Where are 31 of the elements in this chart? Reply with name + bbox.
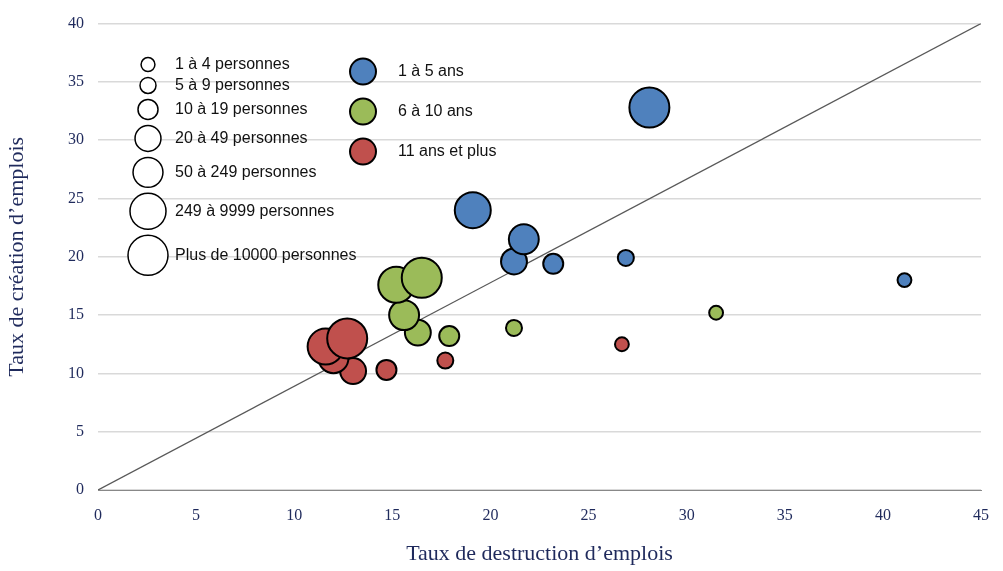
y-tick-label: 10 bbox=[68, 363, 84, 381]
x-tick-label: 0 bbox=[94, 505, 102, 523]
legend-label: 1 à 4 personnes bbox=[175, 54, 290, 72]
legend-label: 50 à 249 personnes bbox=[175, 162, 317, 180]
legend-label: Plus de 10000 personnes bbox=[175, 245, 357, 263]
x-tick-label: 40 bbox=[874, 505, 891, 523]
x-tick-label: 35 bbox=[776, 505, 793, 523]
y-tick-label: 40 bbox=[68, 13, 84, 31]
legend-label: 6 à 10 ans bbox=[398, 102, 473, 120]
x-tick-label: 15 bbox=[384, 505, 401, 523]
y-tick-label: 0 bbox=[76, 480, 84, 498]
x-tick-label: 25 bbox=[580, 505, 597, 523]
legend-label: 20 à 49 personnes bbox=[175, 128, 308, 146]
legend-label: 10 à 19 personnes bbox=[175, 99, 308, 117]
y-tick-label: 15 bbox=[68, 305, 84, 323]
x-tick-label: 5 bbox=[192, 505, 201, 523]
y-tick-label: 30 bbox=[68, 130, 84, 148]
legend-label: 1 à 5 ans bbox=[398, 62, 464, 80]
x-tick-label: 30 bbox=[678, 505, 695, 523]
x-axis-title: Taux de destruction d’emplois bbox=[406, 539, 673, 565]
legend-label: 249 à 9999 personnes bbox=[175, 201, 335, 219]
legend-label: 5 à 9 personnes bbox=[175, 75, 290, 93]
y-tick-label: 5 bbox=[76, 421, 84, 439]
y-tick-label: 25 bbox=[68, 188, 84, 206]
y-tick-label: 20 bbox=[68, 247, 84, 264]
y-tick-label: 35 bbox=[68, 72, 84, 90]
y-axis-title: Taux de création d’emplois bbox=[2, 136, 28, 377]
legend-label: 11 ans et plus bbox=[398, 142, 497, 160]
x-tick-label: 10 bbox=[286, 505, 303, 523]
x-tick-label: 45 bbox=[973, 505, 989, 523]
x-tick-label: 20 bbox=[482, 505, 499, 523]
